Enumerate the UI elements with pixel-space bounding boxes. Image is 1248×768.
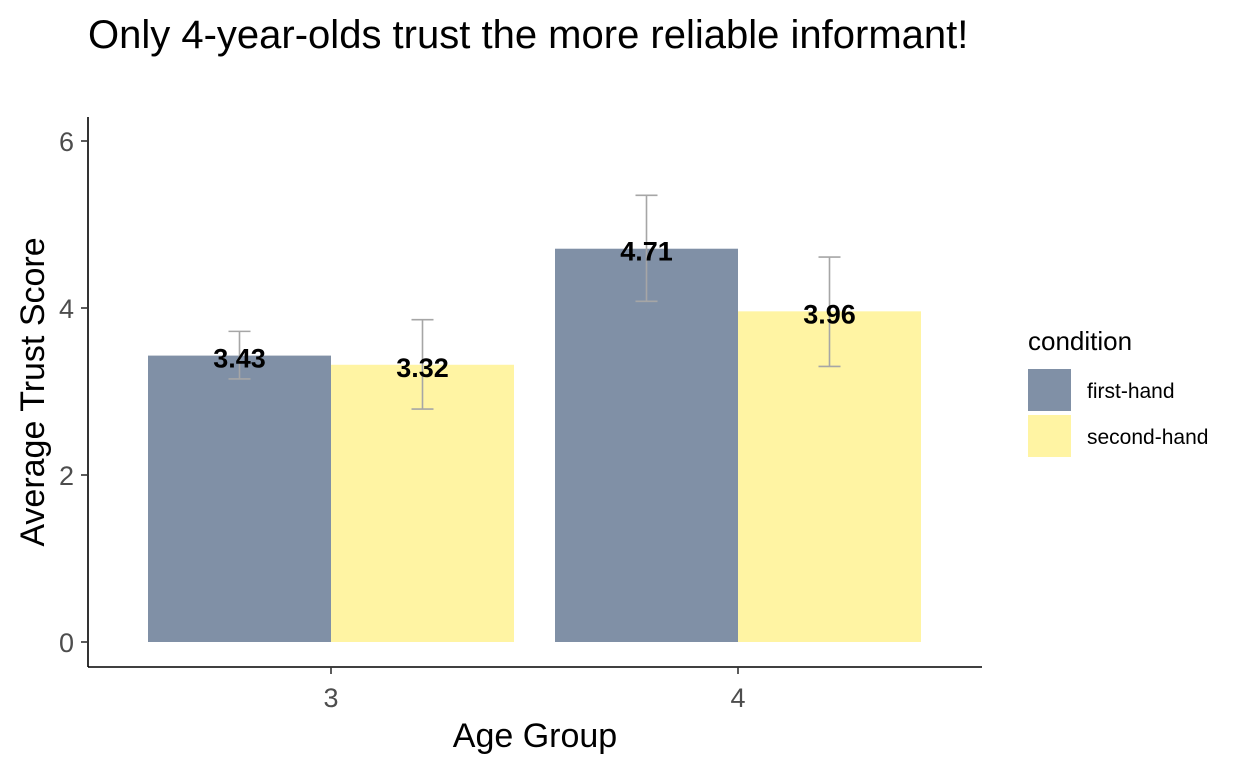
legend-key-second-hand bbox=[1028, 415, 1071, 457]
bar-second-hand-age-3 bbox=[331, 364, 514, 642]
error-bar-second-hand-age-3 bbox=[411, 318, 434, 410]
legend: condition first-hand second-hand bbox=[1028, 326, 1208, 457]
error-bar-first-hand-age-3 bbox=[228, 330, 251, 380]
y-tick-label: 2 bbox=[59, 461, 74, 491]
bar-first-hand-age-3 bbox=[148, 355, 331, 642]
data-label-second-hand-age-3: 3.32 bbox=[396, 353, 449, 383]
y-tick-label: 6 bbox=[59, 127, 74, 157]
x-tick-label: 3 bbox=[323, 683, 338, 713]
y-tick-label: 0 bbox=[59, 628, 74, 658]
x-axis-title: Age Group bbox=[453, 717, 617, 755]
error-bar-second-hand-age-4 bbox=[818, 256, 841, 368]
legend-title: condition bbox=[1028, 326, 1132, 356]
legend-key-first-hand bbox=[1028, 369, 1071, 411]
data-label-first-hand-age-3: 3.43 bbox=[213, 344, 266, 374]
legend-label-first-hand: first-hand bbox=[1087, 380, 1175, 403]
legend-label-second-hand: second-hand bbox=[1087, 426, 1208, 449]
data-label-second-hand-age-4: 3.96 bbox=[803, 299, 856, 329]
plot-area: 3.43 4.71 3.32 3.96 bbox=[148, 194, 921, 642]
y-axis-title: Average Trust Score bbox=[14, 237, 52, 546]
error-bar-first-hand-age-4 bbox=[635, 194, 658, 303]
y-tick-label: 4 bbox=[59, 294, 74, 324]
chart-title: Only 4-year-olds trust the more reliable… bbox=[88, 13, 968, 57]
y-axis-ticks: 0 2 4 6 bbox=[59, 127, 88, 658]
bar-first-hand-age-4 bbox=[555, 248, 738, 642]
x-tick-label: 4 bbox=[730, 683, 745, 713]
data-label-first-hand-age-4: 4.71 bbox=[620, 237, 673, 267]
